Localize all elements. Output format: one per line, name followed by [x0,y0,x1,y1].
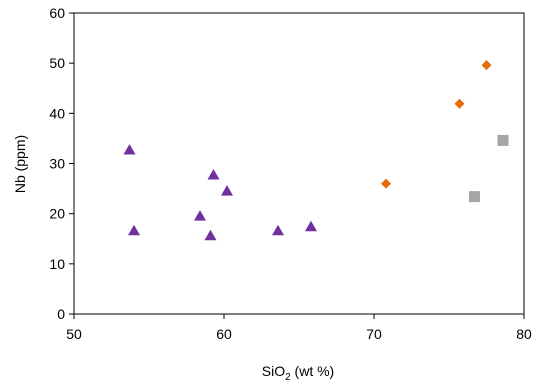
x-tick-label: 70 [366,326,382,342]
plot-area [73,12,525,315]
y-axis: 0 10 20 30 40 50 60 [49,5,74,322]
x-tick-label: 60 [216,326,232,342]
data-point-square [469,191,480,203]
y-tick-label: 40 [49,105,65,121]
data-point-diamond [481,60,492,71]
data-point-triangle [123,143,136,155]
y-tick-label: 10 [49,256,65,272]
data-point-triangle [221,185,233,196]
y-tick-label: 60 [49,5,65,21]
data-point-triangle [207,169,220,180]
data-point-triangle [194,210,206,221]
y-tick-label: 30 [49,156,65,172]
x-axis-title-suffix: (wt %) [291,363,335,379]
x-axis-title: SiO2 (wt %) [262,363,334,383]
y-axis-title: Nb (ppm) [12,135,28,193]
x-axis: 50 60 70 80 [66,314,532,342]
x-axis-title-subscript: 2 [285,372,291,383]
data-point-square [497,134,509,146]
data-points [123,60,509,241]
data-point-triangle [128,224,140,236]
y-tick-label: 0 [57,306,65,322]
data-point-triangle [204,229,217,241]
data-point-diamond [454,98,465,109]
y-tick-label: 20 [49,206,65,222]
data-point-diamond [381,178,391,189]
data-point-triangle [305,220,317,232]
x-tick-label: 80 [516,326,532,342]
plot-border [73,12,525,315]
x-tick-label: 50 [66,326,82,342]
x-axis-title-main: SiO [262,363,285,379]
data-point-triangle [272,224,284,236]
y-tick-label: 50 [49,55,65,71]
